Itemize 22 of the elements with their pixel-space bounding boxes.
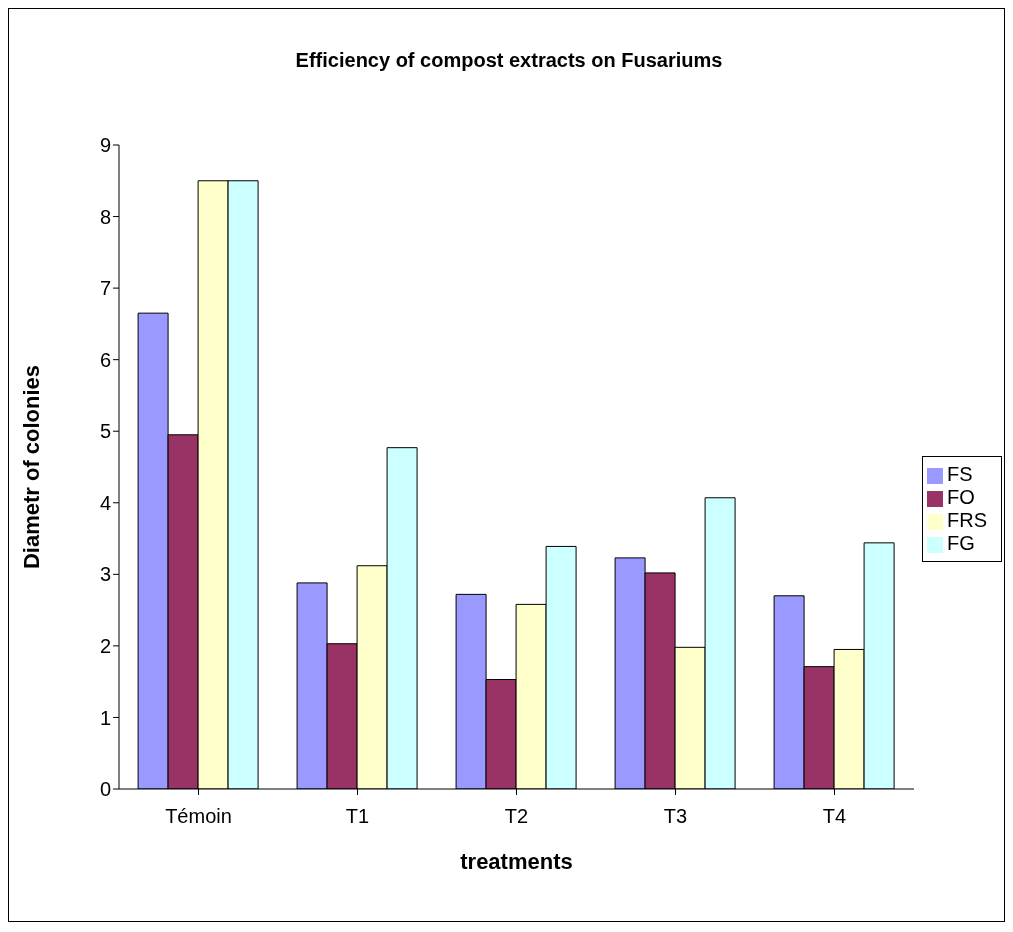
y-tick-label: 2 [99, 634, 111, 657]
legend-label: FG [947, 532, 975, 554]
y-tick-label: 3 [99, 563, 111, 586]
legend-label: FS [947, 463, 973, 485]
chart-title: Efficiency of compost extracts on Fusariums [294, 49, 724, 72]
y-tick-label: 6 [99, 348, 111, 371]
y-axis-title: Diametr of colonies [18, 364, 44, 570]
y-tick-label: 8 [99, 205, 111, 228]
x-tick-label: T1 [345, 805, 370, 828]
y-tick-label: 9 [99, 134, 111, 157]
x-axis-title: treatments [460, 849, 573, 874]
x-tick-label: T3 [663, 805, 688, 828]
legend-label: FRS [947, 509, 987, 531]
y-tick-label: 4 [99, 491, 111, 514]
y-tick-label: 5 [99, 420, 111, 443]
x-tick-label: T4 [822, 805, 847, 828]
y-tick-label: 1 [99, 706, 111, 729]
x-tick-label: T2 [504, 805, 529, 828]
y-tick-label: 0 [99, 778, 111, 801]
legend-label: FO [947, 486, 975, 508]
y-tick-label: 7 [99, 277, 111, 300]
x-tick-label: Témoin [165, 805, 232, 828]
